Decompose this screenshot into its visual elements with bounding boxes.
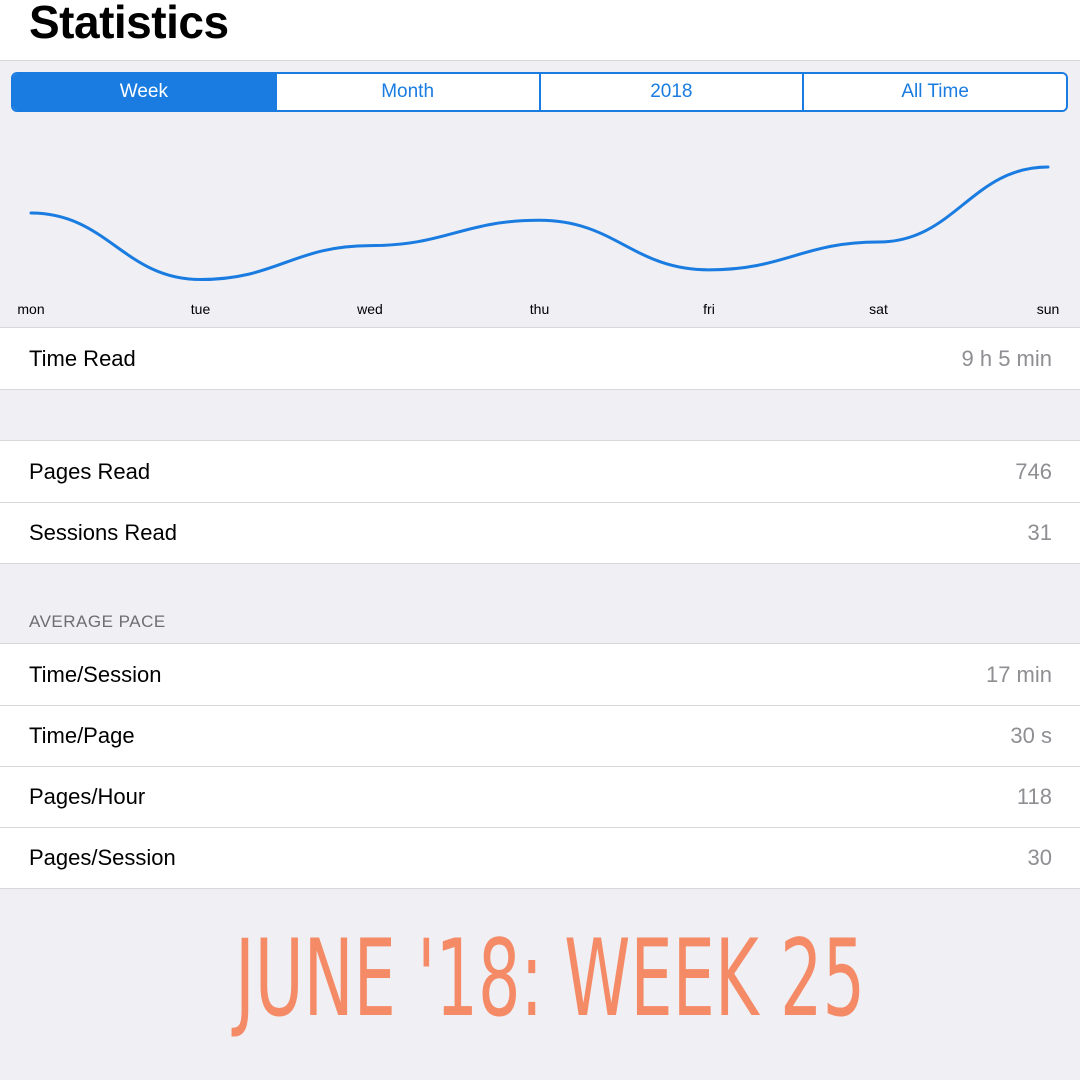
pages-read-label: Pages Read — [29, 458, 151, 484]
pages-per-hour-label: Pages/Hour — [29, 783, 146, 809]
time-per-page-value: 30 s — [1010, 722, 1052, 748]
x-tick-label-fri: fri — [703, 301, 715, 317]
pages-read-value: 746 — [1015, 458, 1052, 484]
average-pace-section: Time/Session 17 min Time/Page 30 s Pages… — [0, 643, 1080, 889]
time-per-page-label: Time/Page — [29, 722, 135, 748]
segment-all-time[interactable]: All Time — [802, 74, 1066, 110]
x-tick-label-sun: sun — [1037, 301, 1060, 317]
time-per-page-row[interactable]: Time/Page 30 s — [0, 705, 1080, 766]
time-read-section: Time Read 9 h 5 min — [0, 327, 1080, 390]
line-chart: mon tue wed thu fri sat sun — [17, 165, 1060, 317]
x-tick-label-tue: tue — [191, 301, 211, 317]
header-bar: Statistics — [0, 0, 1080, 61]
sessions-read-label: Sessions Read — [29, 519, 177, 545]
segment-year[interactable]: 2018 — [538, 74, 803, 110]
pages-per-hour-value: 118 — [1016, 783, 1052, 809]
x-tick-label-mon: mon — [17, 301, 44, 317]
handwritten-caption: JUNE '18: WEEK 25 — [231, 917, 865, 1040]
pages-per-session-label: Pages/Session — [29, 844, 176, 870]
time-per-session-label: Time/Session — [29, 661, 162, 687]
time-read-label: Time Read — [29, 345, 136, 371]
pages-per-hour-row[interactable]: Pages/Hour 118 — [0, 766, 1080, 827]
pages-read-row[interactable]: Pages Read 746 — [0, 441, 1080, 502]
weekly-reading-chart: mon tue wed thu fri sat sun — [0, 120, 1080, 327]
time-read-value: 9 h 5 min — [961, 345, 1053, 371]
time-per-session-row[interactable]: Time/Session 17 min — [0, 644, 1080, 705]
caption-text: JUNE '18: WEEK 25 — [231, 917, 865, 1040]
time-per-session-value: 17 min — [985, 661, 1052, 687]
sessions-read-value: 31 — [1027, 519, 1052, 545]
sessions-read-row[interactable]: Sessions Read 31 — [0, 502, 1080, 563]
segment-week[interactable]: Week — [13, 74, 275, 110]
average-pace-header: AVERAGE PACE — [29, 612, 166, 631]
x-tick-label-thu: thu — [530, 301, 549, 317]
x-tick-label-sat: sat — [869, 301, 888, 317]
pages-per-session-row[interactable]: Pages/Session 30 — [0, 827, 1080, 888]
segment-month[interactable]: Month — [274, 74, 539, 110]
totals-section: Pages Read 746 Sessions Read 31 — [0, 440, 1080, 564]
time-read-row[interactable]: Time Read 9 h 5 min — [0, 328, 1080, 389]
page-title: Statistics — [29, 0, 229, 48]
x-tick-label-wed: wed — [356, 301, 383, 317]
pages-per-session-value: 30 — [1027, 844, 1052, 870]
series-line — [29, 165, 1050, 282]
period-segmented-control: Week Month 2018 All Time — [11, 72, 1068, 112]
